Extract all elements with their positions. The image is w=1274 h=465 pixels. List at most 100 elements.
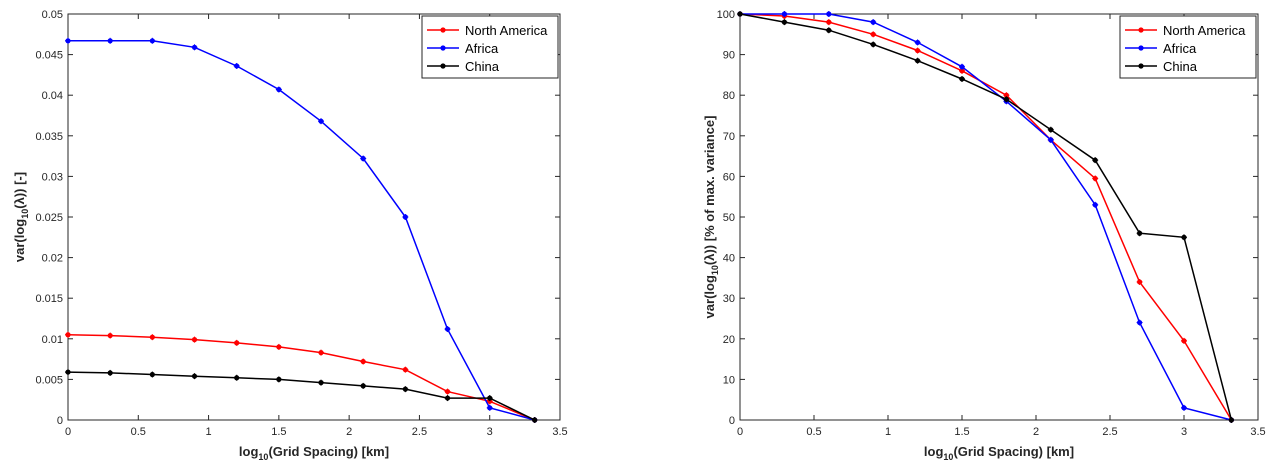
series-line-africa — [68, 40, 535, 421]
x-tick-label: 3 — [1181, 426, 1187, 438]
data-point — [870, 41, 877, 48]
x-tick-label: 1.5 — [954, 426, 969, 438]
data-point — [531, 417, 538, 423]
plot-area — [739, 13, 1259, 421]
legend-entry: Africa — [1163, 41, 1197, 56]
y-axis-label: var(log10(λ)) [-] — [12, 172, 30, 262]
data-point — [360, 358, 367, 365]
x-tick-label: 0.5 — [131, 426, 146, 438]
data-point — [825, 27, 832, 34]
y-tick-label: 50 — [723, 212, 735, 224]
y-tick-label: 0.02 — [42, 253, 63, 265]
data-point — [914, 57, 921, 64]
legend-marker — [440, 63, 446, 69]
data-point — [402, 214, 409, 220]
y-tick-label: 100 — [717, 9, 735, 21]
y-tick-label: 40 — [723, 253, 735, 265]
x-tick-label: 1.5 — [271, 426, 286, 438]
data-point — [781, 11, 788, 17]
legend-entry: North America — [465, 23, 548, 38]
y-tick-label: 0.035 — [35, 131, 63, 143]
data-point — [870, 19, 877, 26]
y-tick-label: 0.03 — [42, 171, 63, 183]
series-line-china — [739, 13, 1233, 421]
data-point — [1047, 126, 1054, 133]
y-tick-label: 0.045 — [35, 50, 63, 62]
data-point — [914, 39, 921, 46]
data-point — [1181, 337, 1187, 344]
data-point — [107, 369, 114, 376]
chart-1: 0 0.5 1 1.5 2 2.5 3 3.5 0 0.005 0.01 0.015 0.02 0.025… — [12, 9, 568, 462]
data-point — [191, 44, 198, 51]
x-tick-label: 1 — [206, 426, 212, 438]
y-tick-label: 0.05 — [42, 9, 63, 21]
data-point — [781, 19, 788, 26]
series-line-africa — [740, 13, 1232, 421]
x-axis-label: log10(Grid Spacing) [km] — [239, 444, 389, 462]
y-tick-label: 20 — [723, 334, 735, 346]
data-point — [737, 11, 743, 17]
data-point — [233, 62, 240, 69]
data-point — [149, 371, 156, 378]
legend: North America Africa China — [1119, 15, 1257, 79]
x-tick-label: 0 — [65, 426, 71, 438]
series-line-north-america — [739, 13, 1233, 421]
x-tick-label: 2 — [346, 426, 352, 438]
x-tick-label: 2 — [1033, 426, 1039, 438]
legend-entry: North America — [1163, 23, 1246, 38]
series-line-china — [67, 371, 536, 421]
legend: North America Africa China — [421, 15, 559, 79]
series-line-north-america — [67, 333, 535, 421]
y-tick-label: 0.025 — [35, 212, 63, 224]
y-tick-label: 0 — [729, 415, 735, 427]
data-point — [191, 373, 198, 380]
data-point — [191, 336, 198, 343]
data-point — [149, 334, 156, 341]
data-point — [444, 395, 451, 402]
data-point — [959, 63, 965, 70]
data-point — [402, 366, 409, 373]
data-point — [444, 388, 451, 395]
data-point — [318, 349, 325, 356]
data-point — [959, 75, 965, 82]
data-point — [360, 155, 367, 162]
data-point — [870, 31, 877, 38]
legend-marker — [1138, 63, 1144, 69]
y-tick-label: 0.01 — [42, 334, 63, 346]
y-tick-label: 0.005 — [35, 374, 63, 386]
y-tick-label: 70 — [723, 131, 735, 143]
data-point — [914, 47, 921, 54]
x-tick-label: 3.5 — [552, 426, 567, 438]
data-point — [65, 369, 71, 376]
data-point — [1228, 417, 1235, 423]
data-point — [318, 118, 325, 125]
data-point — [1092, 201, 1099, 208]
data-point — [275, 343, 282, 350]
data-point — [65, 37, 71, 44]
y-axis-label: var(log10(λ)) [% of max. variance] — [702, 116, 720, 319]
data-point — [318, 379, 325, 386]
legend-marker — [1138, 27, 1144, 33]
y-tick-label: 0.04 — [42, 90, 63, 102]
x-tick-label: 2.5 — [412, 426, 427, 438]
x-tick-label: 3.5 — [1250, 426, 1265, 438]
y-tick-label: 80 — [723, 90, 735, 102]
data-point — [444, 326, 451, 333]
y-tick-label: 60 — [723, 171, 735, 183]
data-point — [1136, 278, 1143, 285]
data-point — [1047, 136, 1054, 143]
data-point — [107, 37, 114, 44]
chart-2: 0 0.5 1 1.5 2 2.5 3 3.5 0 10 20 30 40 50 60 70 80 90 100 lo… — [702, 9, 1266, 462]
data-point — [233, 339, 240, 346]
y-tick-label: 90 — [723, 50, 735, 62]
x-tick-label: 2.5 — [1102, 426, 1117, 438]
data-point — [825, 11, 832, 17]
data-point — [486, 395, 493, 402]
data-point — [1092, 157, 1099, 164]
data-point — [149, 37, 156, 44]
data-point — [65, 331, 71, 338]
legend-marker — [440, 45, 446, 51]
data-point — [1181, 234, 1187, 241]
data-point — [1136, 319, 1143, 326]
